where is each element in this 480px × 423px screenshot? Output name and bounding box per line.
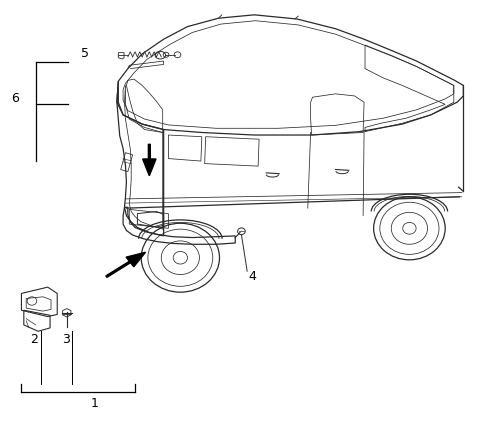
Text: 2: 2: [30, 333, 38, 346]
Text: 3: 3: [62, 333, 70, 346]
Text: 4: 4: [248, 270, 256, 283]
Text: 6: 6: [11, 91, 19, 104]
FancyArrow shape: [106, 252, 145, 277]
FancyArrow shape: [143, 144, 156, 176]
Text: 1: 1: [91, 398, 98, 410]
Text: 5: 5: [81, 47, 89, 60]
